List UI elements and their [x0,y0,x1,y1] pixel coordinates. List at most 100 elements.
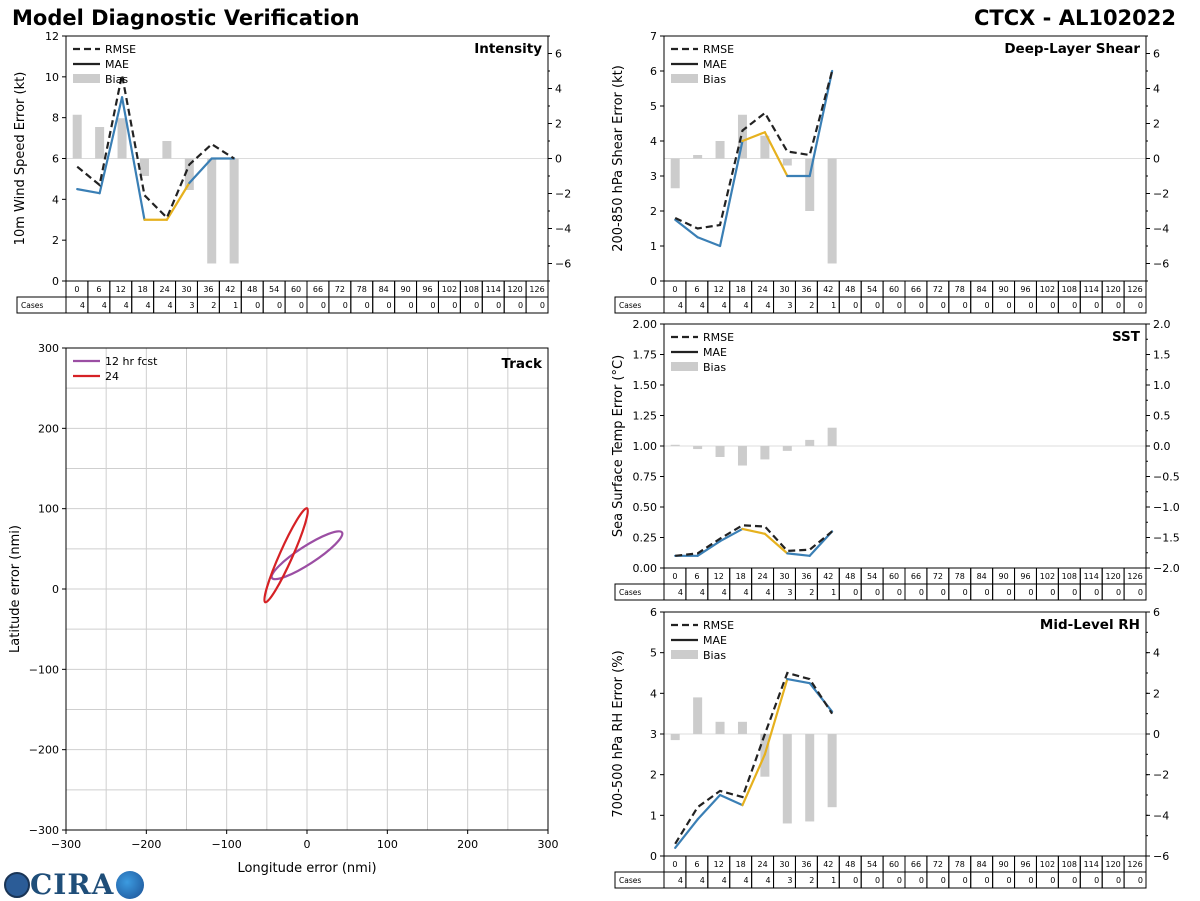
rh-y2tick-label: −6 [1153,850,1169,863]
shear-bias-bar [782,158,792,166]
sst-hour-label: 96 [1020,572,1030,581]
sst-case-count: 0 [1028,588,1033,597]
shear-ytick-label: 0 [650,275,657,288]
shear-hour-label: 66 [911,285,921,294]
cira-logo: CIRA [4,866,145,901]
intensity-ytick-label: 2 [52,234,59,247]
rh-case-count: 0 [1116,876,1121,885]
rh-title: Mid-Level RH [1040,617,1140,633]
rh-bias-bar [715,721,725,734]
sst-ytick-label: 0.00 [633,562,658,575]
sst-case-count: 4 [678,588,683,597]
shear-case-count: 0 [1094,301,1099,310]
rh-case-cell [1123,871,1147,889]
globe-icon [4,871,30,898]
sst-case-count: 4 [722,588,727,597]
rh-case-count: 0 [1094,876,1099,885]
sst-hour-label: 126 [1127,572,1142,581]
shear-ytick-label: 6 [650,65,657,78]
sst-case-count: 0 [1094,588,1099,597]
intensity-y2tick-label: −4 [555,223,571,236]
shear-case-count: 4 [765,301,770,310]
intensity-hour-label: 108 [464,285,479,294]
shear-case-count: 0 [1072,301,1077,310]
rh-hour-label: 114 [1084,860,1099,869]
intensity-hour-label: 0 [74,285,79,294]
shear-bias-bar [737,114,747,159]
intensity-bias-bar [72,114,82,159]
intensity-ytick-label: 0 [52,275,59,288]
intensity-hour-label: 60 [291,285,301,294]
shear-case-count: 0 [963,301,968,310]
intensity-case-count: 4 [80,301,85,310]
rh-y2tick-label: 6 [1153,606,1160,619]
rh-hour-label: 36 [801,860,811,869]
rh-ytick-label: 2 [650,769,657,782]
rh-y2tick-label: 4 [1153,647,1160,660]
rh-hour-label: 108 [1062,860,1077,869]
rh-mae-segment [786,677,811,685]
sst-y2tick-label: 1.0 [1153,379,1171,392]
shear-mae-segment [763,131,789,178]
sst-bias-bar [737,446,747,466]
shear-legend-rmse-label: RMSE [703,43,734,56]
track-xtick-label: 0 [304,838,311,851]
shear-case-count: 2 [809,301,814,310]
intensity-ytick-label: 6 [52,153,59,166]
sst-hour-label: 30 [779,572,789,581]
rh-ytick-label: 6 [650,606,657,619]
track-ytick-label: 0 [52,583,59,596]
shear-hour-label: 90 [998,285,1008,294]
shear-y2tick-label: 6 [1153,48,1160,61]
rh-case-count: 4 [678,876,683,885]
shear-ytick-label: 7 [650,30,657,43]
intensity-hour-label: 102 [442,285,457,294]
sst-case-count: 2 [809,588,814,597]
intensity-hour-label: 30 [181,285,191,294]
intensity-case-count: 0 [343,301,348,310]
intensity-case-count: 4 [167,301,172,310]
rh-case-count: 0 [941,876,946,885]
sst-case-cell [1123,583,1147,601]
rh-mae-segment [741,753,766,807]
intensity-ylabel: 10m Wind Speed Error (kt) [13,72,28,246]
sst-ytick-label: 1.25 [633,410,658,423]
track-xtick-label: 200 [457,838,478,851]
intensity-case-count: 4 [124,301,129,310]
shear-case-count: 0 [1116,301,1121,310]
sst-ytick-label: 0.25 [633,532,658,545]
intensity-mae-segment [98,96,124,195]
intensity-case-count: 0 [255,301,260,310]
intensity-bias-bar [229,158,239,264]
sst-case-count: 4 [765,588,770,597]
sst-mae-segment [786,552,811,557]
noaa-emblem-icon [116,870,145,899]
sst-case-count: 0 [963,588,968,597]
track-ytick-label: −300 [29,824,59,837]
track-xlabel: Longitude error (nmi) [237,861,376,876]
rh-case-count: 4 [700,876,705,885]
rh-case-count: 0 [853,876,858,885]
intensity-bias-bar [117,118,127,159]
rh-case-count: 0 [963,876,968,885]
sst-ytick-label: 2.00 [633,318,658,331]
shear-hour-label: 96 [1020,285,1030,294]
shear-y2tick-label: −4 [1153,223,1169,236]
sst-case-count: 0 [985,588,990,597]
sst-mae-segment [741,527,766,535]
rh-ytick-label: 1 [650,809,657,822]
shear-hour-label: 6 [694,285,699,294]
intensity-rmse-line [76,74,235,220]
rh-hour-label: 42 [823,860,833,869]
shear-cases-label: Cases [619,301,641,310]
shear-case-count: 0 [897,301,902,310]
shear-mae-segment [696,236,722,248]
sst-y2tick-label: −0.5 [1153,471,1180,484]
sst-ytick-label: 1.00 [633,440,658,453]
rh-hour-label: 18 [736,860,746,869]
intensity-case-count: 4 [102,301,107,310]
intensity-mae-segment [165,181,191,221]
sst-y2tick-label: 0.5 [1153,410,1171,423]
intensity-hour-label: 90 [400,285,410,294]
track-xtick-label: −200 [131,838,161,851]
